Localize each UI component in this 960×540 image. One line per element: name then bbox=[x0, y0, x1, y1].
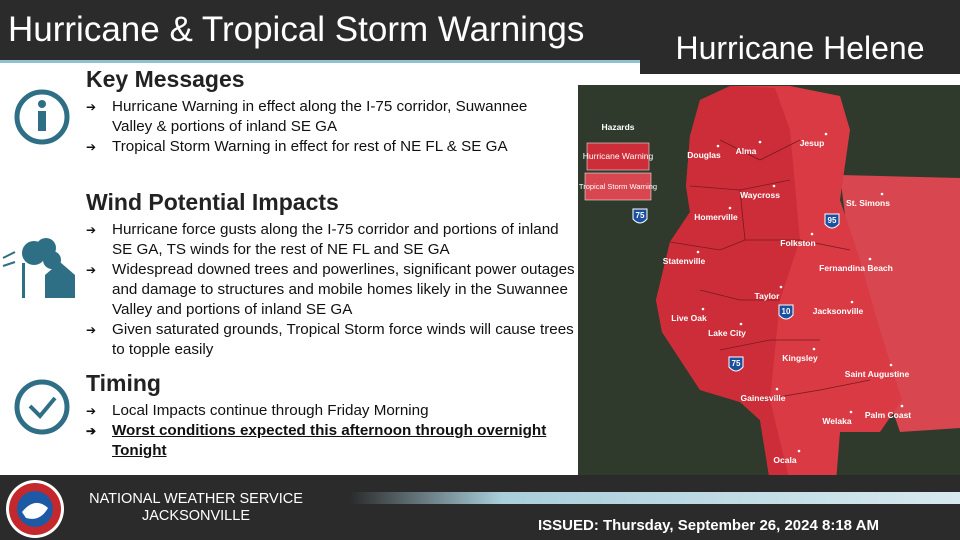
bullet: Given saturated grounds, Tropical Storm … bbox=[86, 320, 576, 360]
place-dot bbox=[716, 144, 720, 148]
footer-bar bbox=[0, 475, 960, 540]
bullet: Hurricane Warning in effect along the I-… bbox=[86, 97, 556, 137]
place-label: Statenville bbox=[663, 256, 706, 266]
bullet: Worst conditions expected this afternoon… bbox=[86, 421, 556, 461]
place-dot bbox=[850, 300, 854, 304]
shield-label: 75 bbox=[732, 359, 741, 368]
place-dot bbox=[900, 404, 904, 408]
place-dot bbox=[812, 347, 816, 351]
bullet: Tropical Storm Warning in effect for res… bbox=[86, 137, 556, 157]
place-dot bbox=[728, 206, 732, 210]
shield bbox=[824, 213, 840, 229]
place-label: Taylor bbox=[755, 291, 781, 301]
place-dot bbox=[779, 285, 783, 289]
ts-warning-marine bbox=[840, 175, 960, 432]
place-label: Fernandina Beach bbox=[819, 263, 893, 273]
warning-map: Hazards Hurricane Warning Tropical Storm… bbox=[578, 85, 960, 490]
place-label: Douglas bbox=[687, 150, 721, 160]
interstate-shields: 75 95 10 75 bbox=[632, 208, 840, 372]
place-label: Gainesville bbox=[741, 393, 786, 403]
place-dot bbox=[758, 140, 762, 144]
shield bbox=[778, 304, 794, 320]
header-rule bbox=[0, 60, 640, 63]
place-label: Palm Coast bbox=[865, 410, 911, 420]
place-label: Jesup bbox=[800, 138, 825, 148]
place-dot bbox=[824, 132, 828, 136]
section-heading: Key Messages bbox=[86, 66, 245, 92]
section-heading: Wind Potential Impacts bbox=[86, 189, 339, 215]
place-dot bbox=[739, 322, 743, 326]
legend-swatch bbox=[584, 172, 652, 201]
county-lines bbox=[669, 139, 871, 401]
legend-title: Hazards bbox=[601, 122, 634, 132]
place-dot bbox=[889, 363, 893, 367]
place-dot bbox=[868, 257, 872, 261]
place-dot bbox=[810, 232, 814, 236]
section-heading: Timing bbox=[86, 370, 161, 396]
bullet: Local Impacts continue through Friday Mo… bbox=[86, 401, 556, 421]
office-block: NATIONAL WEATHER SERVICE JACKSONVILLE bbox=[80, 491, 312, 525]
place-label: Alma bbox=[736, 146, 757, 156]
place-label: Welaka bbox=[822, 416, 851, 426]
place-labels: Douglas Alma Jesup Waycross St. Simons Homerv… bbox=[663, 132, 911, 465]
place-label: Saint Augustine bbox=[845, 369, 910, 379]
section: Wind Potential Impacts Hurricane force gu… bbox=[86, 189, 576, 360]
storm-name: Hurricane Helene bbox=[640, 22, 960, 74]
legend: Hazards Hurricane Warning Tropical Storm… bbox=[579, 122, 657, 201]
place-label: St. Simons bbox=[846, 198, 890, 208]
place-label: Waycross bbox=[740, 190, 780, 200]
clock-icon bbox=[14, 379, 70, 435]
legend-label: Hurricane Warning bbox=[583, 151, 654, 161]
bullet-list: Hurricane Warning in effect along the I-… bbox=[86, 97, 556, 157]
footer-stripe bbox=[350, 492, 960, 504]
issued: ISSUED: Thursday, September 26, 2024 8:1… bbox=[538, 517, 879, 534]
place-label: Homerville bbox=[694, 212, 738, 222]
place-label: Live Oak bbox=[671, 313, 707, 323]
wind-icon bbox=[2, 238, 75, 298]
slide-title: Hurricane & Tropical Storm Warnings bbox=[8, 10, 585, 49]
shield-label: 75 bbox=[636, 211, 645, 220]
section: Timing Local Impacts continue through Fri… bbox=[86, 370, 556, 461]
icons bbox=[2, 89, 75, 435]
office: JACKSONVILLE bbox=[142, 508, 250, 524]
place-dot bbox=[880, 192, 884, 196]
place-label: Kingsley bbox=[782, 353, 818, 363]
place-label: Ocala bbox=[773, 455, 796, 465]
bullet-list: Hurricane force gusts along the I-75 cor… bbox=[86, 220, 576, 360]
section: Key Messages Hurricane Warning in effect … bbox=[86, 66, 556, 157]
place-dot bbox=[701, 307, 705, 311]
bullet: Widespread downed trees and powerlines, … bbox=[86, 260, 576, 320]
agency: NATIONAL WEATHER SERVICE bbox=[89, 491, 303, 507]
legend-label: Tropical Storm Warning bbox=[579, 182, 657, 191]
place-dot bbox=[696, 250, 700, 254]
nws-logo bbox=[6, 480, 64, 538]
place-dot bbox=[797, 449, 801, 453]
bullet-list: Local Impacts continue through Friday Mo… bbox=[86, 401, 556, 461]
place-label: Lake City bbox=[708, 328, 746, 338]
bullet: Hurricane force gusts along the I-75 cor… bbox=[86, 220, 576, 260]
place-dot bbox=[772, 184, 776, 188]
info-icon bbox=[14, 89, 70, 145]
place-label: Jacksonville bbox=[813, 306, 864, 316]
shield-label: 95 bbox=[828, 216, 837, 225]
place-label: Folkston bbox=[780, 238, 815, 248]
shield bbox=[728, 356, 744, 372]
place-dot bbox=[849, 410, 853, 414]
shield bbox=[632, 208, 648, 224]
shield-label: 10 bbox=[782, 307, 791, 316]
legend-swatch bbox=[586, 142, 650, 171]
place-dot bbox=[775, 387, 779, 391]
